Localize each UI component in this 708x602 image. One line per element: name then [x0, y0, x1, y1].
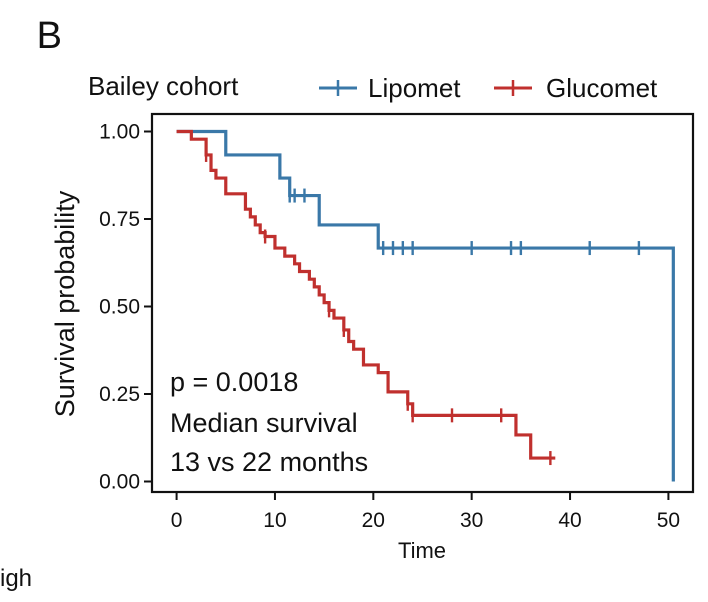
- y-axis: 0.00 0.25 0.50 0.75 1.00: [99, 121, 152, 494]
- y-tick-label: 0.00: [99, 471, 140, 494]
- x-axis-label: Time: [398, 538, 446, 563]
- chart-title: Bailey cohort: [88, 71, 239, 101]
- series-glucomet: [176, 129, 556, 466]
- series-layer: [176, 129, 675, 482]
- corner-text: igh: [0, 565, 32, 592]
- legend-item-glucomet: Glucomet: [494, 73, 658, 103]
- x-tick-label: 0: [171, 509, 183, 532]
- plot-panel: [150, 112, 695, 494]
- y-tick-label: 0.25: [99, 383, 140, 406]
- x-tick-label: 30: [460, 509, 483, 532]
- y-tick-label: 0.75: [99, 208, 140, 231]
- legend-label-lipomet: Lipomet: [368, 73, 461, 103]
- survival-curve-glucomet: [176, 129, 556, 460]
- x-axis: 0 10 20 30 40 50: [171, 492, 680, 532]
- y-axis-label: Survival probability: [50, 190, 80, 417]
- y-tick-label: 0.50: [99, 296, 140, 319]
- x-tick-label: 20: [362, 509, 385, 532]
- series-lipomet: [176, 129, 675, 482]
- panel-letter: B: [37, 15, 62, 57]
- legend: Lipomet Glucomet: [319, 73, 658, 103]
- legend-label-glucomet: Glucomet: [546, 73, 658, 103]
- annotation-p-value: p = 0.0018: [170, 367, 298, 397]
- x-tick-label: 10: [263, 509, 286, 532]
- annotation-median-label: Median survival: [170, 408, 358, 438]
- x-tick-label: 40: [558, 509, 581, 532]
- annotation: p = 0.0018 Median survival 13 vs 22 mont…: [170, 367, 368, 477]
- annotation-median-values: 13 vs 22 months: [170, 447, 368, 477]
- x-tick-label: 50: [657, 509, 680, 532]
- y-tick-label: 1.00: [99, 121, 140, 144]
- legend-item-lipomet: Lipomet: [319, 73, 461, 103]
